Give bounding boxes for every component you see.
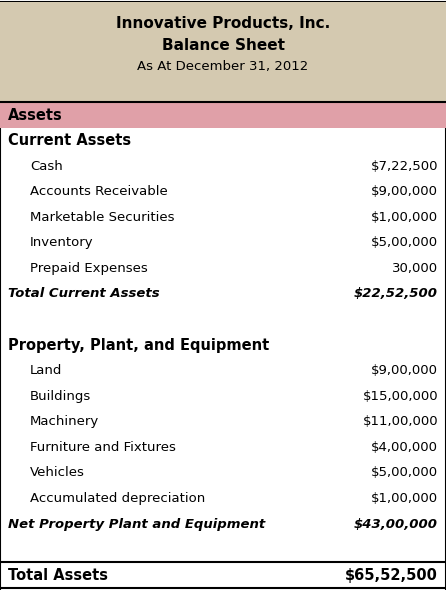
Text: $4,00,000: $4,00,000 xyxy=(371,441,438,454)
Text: $5,00,000: $5,00,000 xyxy=(371,237,438,250)
Text: Innovative Products, Inc.: Innovative Products, Inc. xyxy=(116,17,330,31)
Text: Furniture and Fixtures: Furniture and Fixtures xyxy=(30,441,176,454)
Text: $43,00,000: $43,00,000 xyxy=(354,517,438,530)
Text: Buildings: Buildings xyxy=(30,390,91,403)
Text: Vehicles: Vehicles xyxy=(30,467,85,480)
Text: Marketable Securities: Marketable Securities xyxy=(30,211,174,224)
Text: $9,00,000: $9,00,000 xyxy=(371,364,438,377)
Text: As At December 31, 2012: As At December 31, 2012 xyxy=(137,60,309,73)
Text: $7,22,500: $7,22,500 xyxy=(371,160,438,173)
Text: 30,000: 30,000 xyxy=(392,262,438,275)
Text: Cash: Cash xyxy=(30,160,63,173)
Text: Balance Sheet: Balance Sheet xyxy=(161,38,285,53)
Text: $1,00,000: $1,00,000 xyxy=(371,492,438,505)
Text: Land: Land xyxy=(30,364,62,377)
Text: $11,00,000: $11,00,000 xyxy=(362,415,438,428)
Text: Accounts Receivable: Accounts Receivable xyxy=(30,185,168,198)
Text: $22,52,500: $22,52,500 xyxy=(354,287,438,300)
Text: Total Current Assets: Total Current Assets xyxy=(8,287,160,300)
Text: $5,00,000: $5,00,000 xyxy=(371,467,438,480)
Bar xyxy=(0,102,446,128)
Text: Total Assets: Total Assets xyxy=(8,568,108,583)
Bar xyxy=(0,2,446,102)
Text: Net Property Plant and Equipment: Net Property Plant and Equipment xyxy=(8,517,265,530)
Text: Machinery: Machinery xyxy=(30,415,99,428)
Text: $1,00,000: $1,00,000 xyxy=(371,211,438,224)
Text: Inventory: Inventory xyxy=(30,237,94,250)
Text: $15,00,000: $15,00,000 xyxy=(362,390,438,403)
Text: Accumulated depreciation: Accumulated depreciation xyxy=(30,492,205,505)
Text: Property, Plant, and Equipment: Property, Plant, and Equipment xyxy=(8,337,269,353)
Text: Current Assets: Current Assets xyxy=(8,133,131,148)
Text: Assets: Assets xyxy=(8,107,63,123)
Text: $9,00,000: $9,00,000 xyxy=(371,185,438,198)
Text: $65,52,500: $65,52,500 xyxy=(345,568,438,583)
Text: Prepaid Expenses: Prepaid Expenses xyxy=(30,262,148,275)
